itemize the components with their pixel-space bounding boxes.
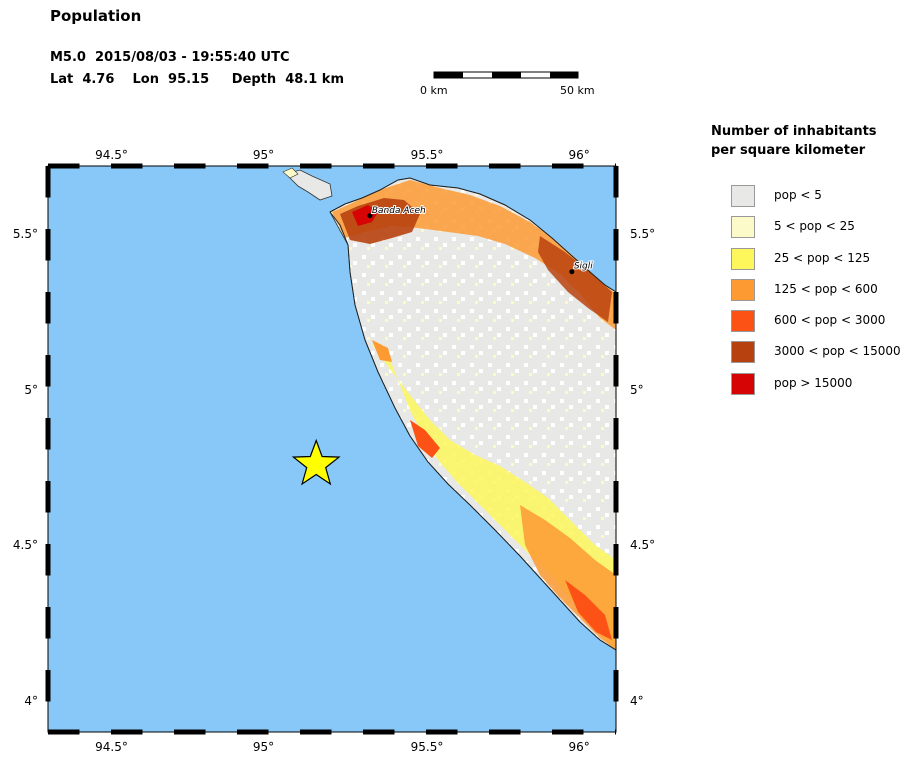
lat-tick-label-left: 4° [24, 693, 38, 708]
frame-dash [237, 729, 269, 735]
lon-tick-label-bottom: 96° [568, 740, 590, 754]
lat-tick-label-left: 4.5° [12, 538, 38, 553]
population-band-sigli [538, 236, 612, 322]
frame-dash [613, 418, 619, 450]
frame-dash [48, 729, 80, 735]
city-marker [569, 269, 575, 275]
lon-tick-label-bottom: 94.5° [95, 740, 128, 754]
frame-dash [45, 166, 51, 198]
frame-dash [45, 607, 51, 639]
frame-dash [111, 163, 143, 169]
legend-swatch [731, 216, 755, 239]
frame-dash [613, 481, 619, 513]
population-band-mid-2 [372, 340, 392, 362]
legend-swatch [731, 278, 755, 301]
frame-dash [45, 418, 51, 450]
frame-dash [613, 355, 619, 387]
legend-label: 5 < pop < 25 [774, 219, 855, 234]
frame-dash [613, 166, 619, 198]
frame-dash [45, 481, 51, 513]
frame-dash [174, 163, 206, 169]
star-icon [291, 438, 341, 486]
frame-dash [552, 729, 584, 735]
legend-label: pop > 15000 [774, 375, 853, 390]
lat-tick-label-right: 4° [630, 693, 644, 708]
frame-dash [613, 607, 619, 639]
frame-dash [45, 355, 51, 387]
population-band-south-dense [565, 580, 612, 640]
weh-island [285, 169, 333, 201]
legend-title-line2: per square kilometer [711, 143, 866, 158]
legend-swatch [731, 310, 755, 333]
frame-dash [615, 729, 616, 735]
lat-tick-label-left: 5° [24, 382, 38, 397]
frame-dash [426, 729, 458, 735]
frame-dash [489, 729, 521, 735]
frame-dash [363, 729, 395, 735]
population-band-mid [410, 420, 440, 458]
lat-tick-label-right: 5.5° [630, 227, 656, 242]
legend-swatch [731, 372, 755, 395]
frame-dash [552, 163, 584, 169]
legend-label: 3000 < pop < 15000 [774, 344, 901, 359]
frame-dash [613, 292, 619, 324]
legend-label: 25 < pop < 125 [774, 250, 871, 265]
city-label: Sigli [574, 262, 593, 272]
legend: Number of inhabitants per square kilomet… [711, 122, 901, 395]
frame-dash [613, 670, 619, 702]
lon-tick-label-top: 95.5° [410, 148, 444, 162]
legend-swatch [731, 341, 755, 364]
legend-title-line1: Number of inhabitants [711, 124, 877, 139]
scale-bar-max-label: 50 km [560, 84, 595, 97]
frame-dash [45, 544, 51, 576]
map-frame-ticks [45, 163, 619, 735]
frame-dash [237, 163, 269, 169]
frame-dash [363, 163, 395, 169]
legend-swatch [731, 247, 755, 270]
small-island [282, 167, 299, 179]
lon-tick-label-top: 96° [568, 148, 590, 162]
lat-tick-label-right: 5° [630, 382, 644, 397]
frame-dash [613, 544, 619, 576]
scale-bar: 0 km 50 km [420, 70, 610, 100]
legend-swatch [731, 185, 755, 207]
city-marker [367, 213, 373, 219]
frame-dash [45, 292, 51, 324]
lon-tick-label-top: 94.5° [95, 148, 128, 162]
scale-bar-segment [550, 72, 578, 78]
legend-label: pop < 5 [774, 188, 822, 202]
frame-dash [300, 729, 332, 735]
sumatra-coastline [329, 177, 616, 651]
lon-tick-label-top: 95° [252, 148, 275, 162]
lat-tick-label-left: 5.5° [12, 227, 38, 242]
frame-dash [45, 229, 51, 261]
population-band-urban [352, 205, 378, 226]
map-title: Population [50, 7, 142, 25]
lon-tick-label-bottom: 95° [252, 740, 275, 754]
legend-label: 125 < pop < 600 [774, 281, 878, 296]
scale-bar-segment [492, 72, 521, 78]
frame-dash [613, 229, 619, 261]
frame-dash [45, 670, 51, 702]
lon-tick-label-bottom: 95.5° [410, 740, 444, 754]
city-label: Banda Aceh [372, 206, 426, 216]
event-location-depth: Lat 4.76 Lon 95.15 Depth 48.1 km [50, 72, 344, 87]
frame-dash [111, 729, 143, 735]
lat-tick-label-right: 4.5° [630, 538, 656, 553]
event-magnitude-time: M5.0 2015/08/03 - 19:55:40 UTC [50, 50, 290, 65]
frame-dash [174, 729, 206, 735]
legend-label: 600 < pop < 3000 [774, 313, 886, 328]
scale-bar-segment [434, 72, 463, 78]
frame-dash [489, 163, 521, 169]
scale-bar-zero-label: 0 km [420, 84, 448, 97]
city-layer: Banda Aceh Sigli [367, 205, 594, 275]
frame-dash [426, 163, 458, 169]
frame-dash [300, 163, 332, 169]
frame-dash [48, 163, 80, 169]
